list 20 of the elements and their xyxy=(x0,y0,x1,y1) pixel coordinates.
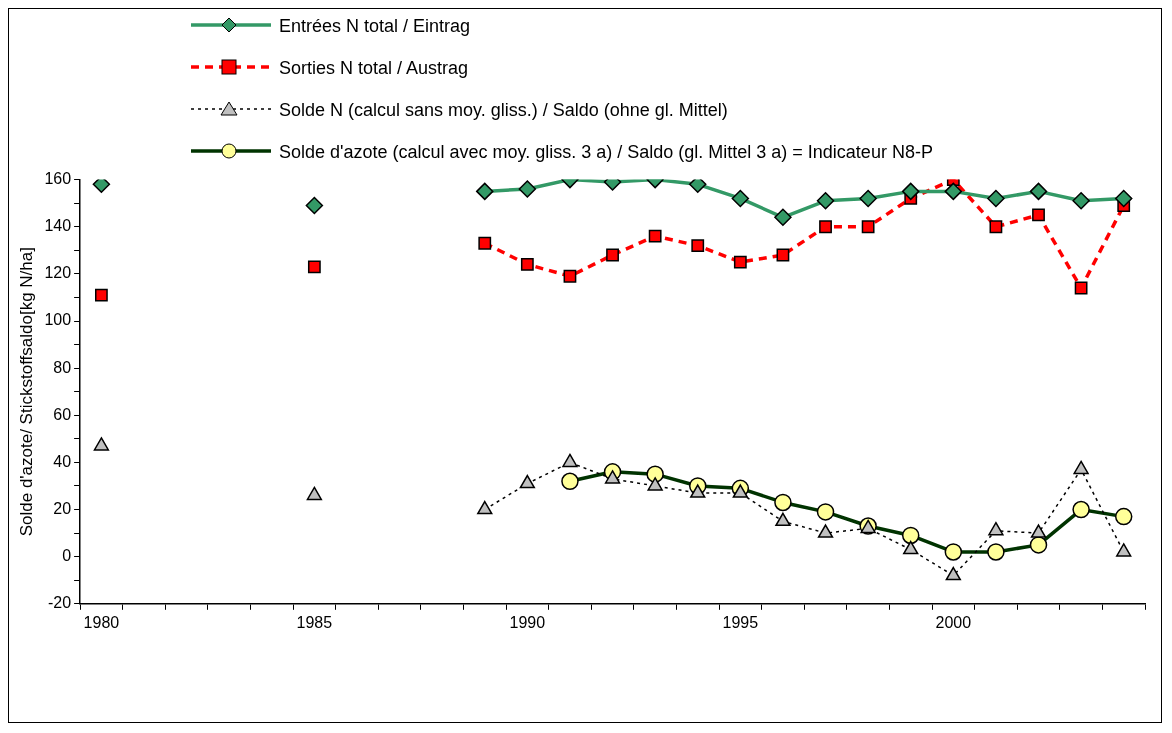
legend-label: Entrées N total / Eintrag xyxy=(279,15,471,37)
x-tick-label: 2000 xyxy=(935,613,972,631)
y-tick-label: 20 xyxy=(53,499,72,517)
y-tick-label: 60 xyxy=(53,405,72,423)
x-tick-label: 1980 xyxy=(83,613,120,631)
legend-label: Solde d'azote (calcul avec moy. gliss. 3 a) / Saldo (gl. Mittel 3 a) = Indicateur N8-P xyxy=(279,141,933,163)
y-tick-label: 0 xyxy=(62,547,72,565)
y-tick-label: 140 xyxy=(44,217,72,235)
x-tick-label: 1995 xyxy=(722,613,759,631)
y-tick-label: 100 xyxy=(44,311,72,329)
y-tick-label: -20 xyxy=(47,594,72,612)
legend-label: Solde N (calcul sans moy. gliss.) / Saldo (ohne gl. Mittel) xyxy=(279,99,728,121)
y-tick-label: 120 xyxy=(44,264,72,282)
x-tick-label: 1985 xyxy=(296,613,333,631)
y-tick-label: 80 xyxy=(53,358,72,376)
legend-label: Sorties N total / Austrag xyxy=(279,57,469,79)
x-tick-label: 1990 xyxy=(509,613,546,631)
y-tick-label: 40 xyxy=(53,452,72,470)
y-axis-title: Solde d'azote/ Stickstoffsaldo[kg N/ha] xyxy=(16,247,36,537)
y-tick-label: 160 xyxy=(44,170,72,188)
